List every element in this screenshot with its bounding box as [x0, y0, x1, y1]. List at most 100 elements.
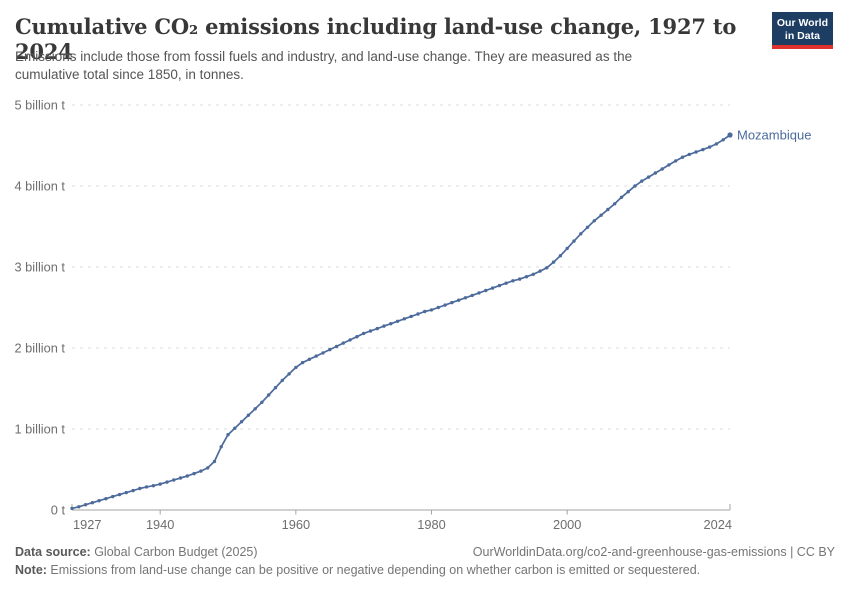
- data-point[interactable]: [402, 317, 407, 321]
- data-point[interactable]: [395, 319, 400, 323]
- data-point[interactable]: [165, 480, 169, 484]
- data-point[interactable]: [199, 469, 203, 473]
- data-point[interactable]: [219, 445, 223, 449]
- data-point[interactable]: [531, 272, 535, 276]
- data-point[interactable]: [124, 490, 128, 495]
- data-point[interactable]: [619, 195, 624, 199]
- data-point[interactable]: [416, 312, 420, 316]
- data-point[interactable]: [640, 179, 644, 183]
- data-point[interactable]: [90, 501, 95, 505]
- data-point[interactable]: [626, 190, 630, 194]
- license-link[interactable]: OurWorldinData.org/co2-and-greenhouse-ga…: [472, 545, 835, 559]
- data-point[interactable]: [518, 277, 522, 281]
- data-point[interactable]: [490, 286, 495, 290]
- data-point[interactable]: [151, 484, 156, 488]
- data-point[interactable]: [246, 413, 251, 417]
- data-point[interactable]: [368, 329, 373, 333]
- data-point[interactable]: [382, 324, 386, 328]
- data-point[interactable]: [334, 344, 339, 349]
- data-point[interactable]: [470, 293, 474, 298]
- data-point[interactable]: [429, 308, 434, 312]
- data-point[interactable]: [497, 283, 502, 288]
- data-point[interactable]: [300, 360, 305, 365]
- data-point[interactable]: [111, 494, 115, 499]
- data-point[interactable]: [131, 488, 135, 493]
- data-point[interactable]: [375, 326, 379, 331]
- data-point[interactable]: [267, 393, 271, 397]
- data-point[interactable]: [355, 335, 359, 339]
- data-point[interactable]: [524, 275, 529, 279]
- data-point[interactable]: [307, 357, 312, 361]
- data-point[interactable]: [660, 167, 664, 171]
- data-point[interactable]: [83, 503, 88, 507]
- data-point[interactable]: [701, 147, 705, 152]
- series-end-label[interactable]: Mozambique: [737, 127, 811, 142]
- data-point[interactable]: [538, 269, 542, 273]
- data-point[interactable]: [687, 152, 691, 157]
- data-point[interactable]: [592, 219, 596, 223]
- data-point[interactable]: [104, 497, 108, 501]
- data-point[interactable]: [579, 232, 583, 236]
- data-point[interactable]: [477, 291, 481, 295]
- data-point[interactable]: [233, 426, 237, 430]
- data-point[interactable]: [572, 239, 576, 243]
- data-point[interactable]: [443, 303, 447, 307]
- data-point[interactable]: [226, 433, 230, 437]
- data-point[interactable]: [362, 331, 366, 336]
- data-point[interactable]: [694, 150, 698, 154]
- data-point[interactable]: [727, 132, 733, 138]
- data-point[interactable]: [321, 351, 325, 355]
- data-point[interactable]: [646, 175, 651, 179]
- data-point[interactable]: [341, 341, 345, 345]
- data-point[interactable]: [599, 213, 603, 217]
- data-point[interactable]: [484, 288, 488, 293]
- data-point[interactable]: [239, 420, 244, 424]
- data-point[interactable]: [172, 478, 176, 482]
- data-point[interactable]: [674, 159, 678, 163]
- data-point[interactable]: [328, 347, 332, 352]
- series-line-mozambique[interactable]: [71, 134, 731, 510]
- data-point[interactable]: [314, 354, 318, 358]
- data-point[interactable]: [423, 309, 427, 314]
- data-point[interactable]: [389, 322, 393, 326]
- data-point[interactable]: [253, 407, 257, 411]
- data-point[interactable]: [504, 281, 508, 285]
- data-point[interactable]: [558, 254, 563, 258]
- data-point[interactable]: [117, 492, 122, 497]
- data-point[interactable]: [77, 505, 81, 509]
- data-point[interactable]: [97, 499, 101, 503]
- owid-logo[interactable]: Our World in Data: [771, 12, 833, 49]
- data-point[interactable]: [294, 365, 298, 370]
- data-point[interactable]: [721, 138, 725, 142]
- data-point[interactable]: [158, 482, 162, 486]
- data-point[interactable]: [280, 378, 284, 383]
- data-point[interactable]: [457, 298, 461, 302]
- data-point[interactable]: [680, 155, 685, 159]
- data-point[interactable]: [409, 314, 413, 319]
- data-point[interactable]: [192, 471, 196, 476]
- data-point[interactable]: [144, 485, 149, 489]
- data-point[interactable]: [667, 163, 671, 167]
- data-point[interactable]: [565, 246, 569, 251]
- data-point[interactable]: [714, 142, 719, 146]
- data-point[interactable]: [436, 305, 440, 310]
- data-point[interactable]: [138, 486, 142, 491]
- data-point[interactable]: [450, 300, 454, 305]
- data-point[interactable]: [613, 202, 617, 206]
- data-point[interactable]: [212, 459, 217, 464]
- data-point[interactable]: [551, 260, 556, 264]
- data-point[interactable]: [287, 372, 291, 376]
- data-point[interactable]: [707, 145, 712, 149]
- data-point[interactable]: [178, 476, 183, 480]
- data-point[interactable]: [70, 506, 74, 511]
- data-point[interactable]: [511, 279, 515, 283]
- data-point[interactable]: [606, 207, 610, 212]
- data-point[interactable]: [585, 225, 590, 229]
- data-point[interactable]: [545, 266, 549, 270]
- data-point[interactable]: [185, 474, 189, 478]
- data-point[interactable]: [206, 466, 210, 470]
- data-point[interactable]: [348, 338, 352, 342]
- data-point[interactable]: [273, 386, 278, 390]
- data-point[interactable]: [653, 171, 658, 175]
- data-point[interactable]: [260, 400, 264, 404]
